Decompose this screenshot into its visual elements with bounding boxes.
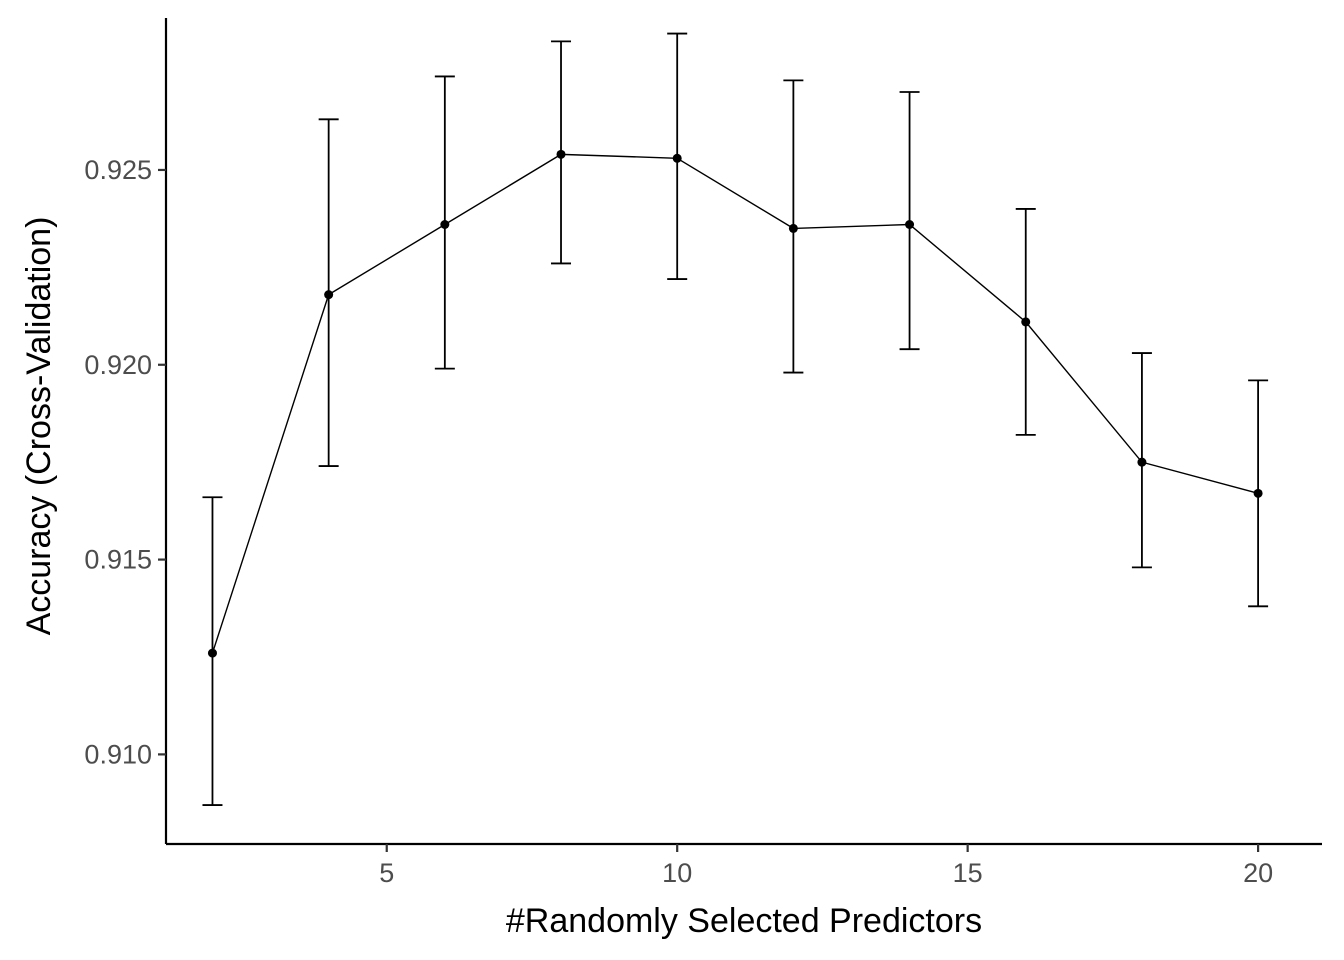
data-point xyxy=(207,648,217,658)
series-line xyxy=(211,153,1259,654)
plot-marks xyxy=(202,32,1269,806)
x-tick-label: 20 xyxy=(1243,858,1273,888)
y-tick-label: 0.910 xyxy=(84,739,152,769)
data-point xyxy=(1253,488,1263,498)
y-tick-label: 0.915 xyxy=(84,545,152,575)
axes: 5 10 15 20 0.910 0.915 0.920 0.925 xyxy=(84,18,1322,888)
data-point xyxy=(1021,317,1031,327)
data-point xyxy=(672,153,682,163)
x-tick-label: 10 xyxy=(662,858,692,888)
data-point xyxy=(1137,457,1147,467)
y-tick-label: 0.920 xyxy=(84,350,152,380)
data-point xyxy=(324,290,334,300)
x-tick-label: 5 xyxy=(379,858,394,888)
data-point xyxy=(788,223,798,233)
data-point xyxy=(440,220,450,229)
data-point xyxy=(905,220,915,229)
y-axis-title: Accuracy (Cross-Validation) xyxy=(20,217,58,636)
x-tick-label: 15 xyxy=(953,858,983,888)
y-tick-label: 0.925 xyxy=(84,155,152,185)
data-point xyxy=(556,149,566,159)
x-axis-title: #Randomly Selected Predictors xyxy=(506,902,982,940)
